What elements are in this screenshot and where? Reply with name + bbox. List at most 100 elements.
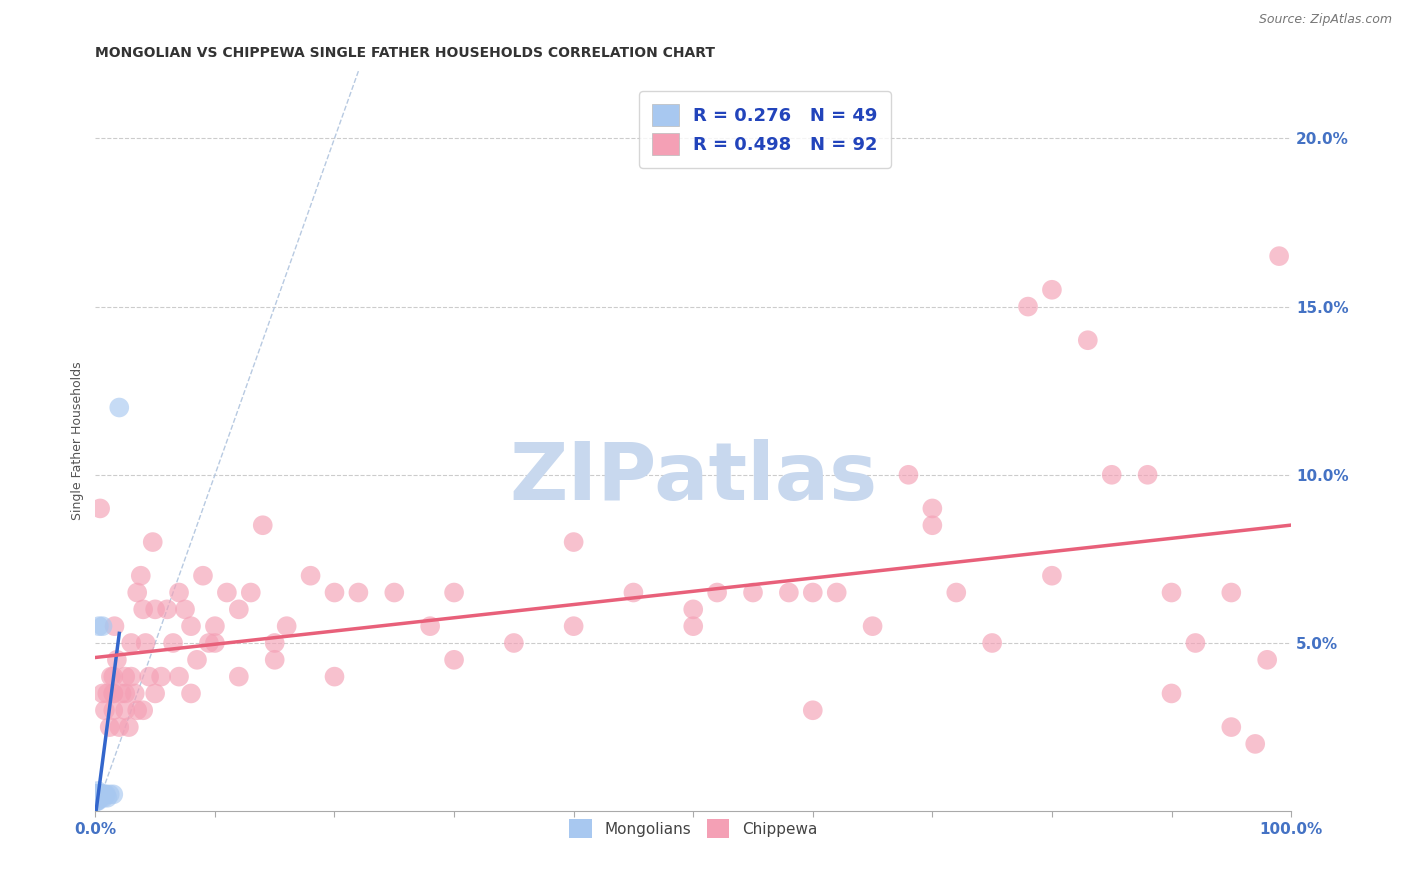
Point — [86, 788, 108, 802]
Y-axis label: Single Father Households: Single Father Households — [72, 362, 84, 520]
Point — [87, 788, 110, 802]
Point — [204, 619, 226, 633]
Point — [443, 585, 465, 599]
Point — [180, 619, 202, 633]
Point — [191, 568, 214, 582]
Point — [108, 401, 131, 415]
Point — [87, 788, 110, 802]
Point — [89, 788, 111, 802]
Point — [1040, 283, 1063, 297]
Point — [118, 720, 141, 734]
Point — [323, 670, 346, 684]
Point — [91, 788, 114, 802]
Point — [86, 788, 108, 802]
Point — [87, 790, 110, 805]
Point — [87, 788, 110, 802]
Point — [1244, 737, 1267, 751]
Point — [86, 790, 108, 805]
Point — [204, 636, 226, 650]
Point — [94, 788, 117, 802]
Point — [263, 636, 285, 650]
Point — [419, 619, 441, 633]
Point — [921, 518, 943, 533]
Point — [96, 790, 118, 805]
Point — [93, 788, 115, 802]
Point — [801, 703, 824, 717]
Point — [198, 636, 221, 650]
Point — [114, 686, 136, 700]
Point — [87, 790, 110, 805]
Point — [981, 636, 1004, 650]
Point — [86, 788, 108, 802]
Point — [778, 585, 800, 599]
Point — [87, 788, 110, 802]
Point — [86, 790, 108, 805]
Point — [90, 788, 112, 802]
Point — [114, 703, 136, 717]
Point — [103, 686, 125, 700]
Point — [180, 686, 202, 700]
Legend: Mongolians, Chippewa: Mongolians, Chippewa — [564, 814, 823, 844]
Point — [129, 568, 152, 582]
Point — [562, 535, 585, 549]
Point — [91, 686, 114, 700]
Point — [276, 619, 298, 633]
Point — [143, 602, 166, 616]
Point — [103, 703, 125, 717]
Point — [921, 501, 943, 516]
Point — [94, 703, 117, 717]
Point — [87, 788, 110, 802]
Point — [98, 720, 121, 734]
Point — [114, 670, 136, 684]
Point — [239, 585, 262, 599]
Point — [682, 602, 704, 616]
Point — [87, 794, 110, 808]
Point — [945, 585, 967, 599]
Point — [89, 788, 111, 802]
Point — [87, 790, 110, 805]
Point — [706, 585, 728, 599]
Point — [142, 535, 165, 549]
Point — [138, 670, 160, 684]
Point — [86, 790, 108, 805]
Point — [215, 585, 238, 599]
Point — [86, 794, 108, 808]
Point — [103, 788, 125, 802]
Point — [94, 788, 117, 802]
Point — [103, 619, 125, 633]
Point — [862, 619, 884, 633]
Point — [150, 670, 173, 684]
Point — [1017, 300, 1039, 314]
Point — [86, 790, 108, 805]
Point — [502, 636, 524, 650]
Point — [103, 670, 125, 684]
Point — [87, 784, 110, 798]
Point — [1136, 467, 1159, 482]
Point — [186, 653, 208, 667]
Point — [167, 670, 190, 684]
Point — [1160, 686, 1182, 700]
Point — [263, 653, 285, 667]
Point — [105, 653, 128, 667]
Point — [86, 788, 108, 802]
Point — [347, 585, 370, 599]
Point — [127, 585, 149, 599]
Point — [90, 790, 112, 805]
Point — [98, 788, 121, 802]
Point — [1184, 636, 1206, 650]
Point — [443, 653, 465, 667]
Text: MONGOLIAN VS CHIPPEWA SINGLE FATHER HOUSEHOLDS CORRELATION CHART: MONGOLIAN VS CHIPPEWA SINGLE FATHER HOUS… — [96, 46, 716, 61]
Point — [89, 788, 111, 802]
Point — [897, 467, 920, 482]
Point — [1256, 653, 1278, 667]
Point — [174, 602, 197, 616]
Point — [87, 788, 110, 802]
Point — [87, 788, 110, 802]
Point — [132, 703, 155, 717]
Point — [86, 788, 108, 802]
Point — [323, 585, 346, 599]
Point — [562, 619, 585, 633]
Point — [1077, 333, 1099, 347]
Point — [124, 686, 146, 700]
Point — [1220, 585, 1243, 599]
